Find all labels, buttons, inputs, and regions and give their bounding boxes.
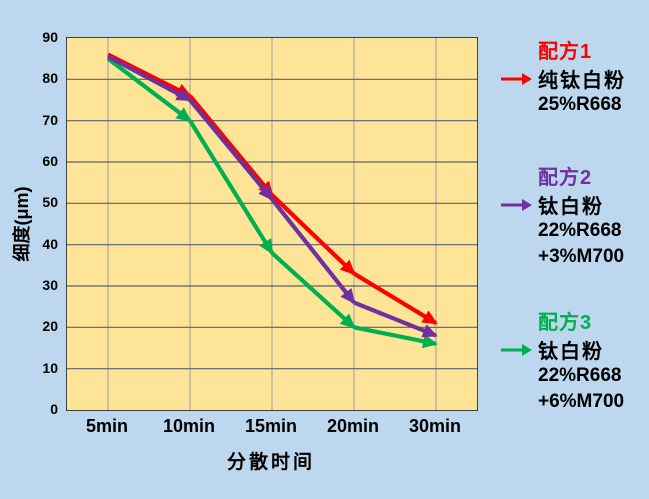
x-tick-label: 15min	[244, 416, 298, 436]
y-tick-label: 0	[50, 401, 58, 417]
y-tick-label: 20	[42, 318, 58, 335]
legend-entry-title: 配方1	[538, 41, 593, 63]
y-tick-label: 40	[42, 235, 58, 252]
legend-entry-配方3: 配方3 钛白粉 22%R668 +6%M700	[490, 311, 648, 415]
legend-entry-main-row: 钛白粉	[490, 336, 648, 363]
series-segment	[270, 193, 356, 276]
y-tick-label: 30	[42, 277, 58, 293]
series-segment	[188, 98, 274, 201]
series-segment	[353, 325, 438, 349]
legend-entry-main-row: 纯钛白粉	[490, 65, 648, 92]
legend-entry-line: 22%R668	[538, 220, 622, 241]
series-segment	[270, 197, 356, 305]
legend-entry-line: +3%M700	[538, 246, 625, 267]
y-tick-label: 70	[42, 111, 58, 128]
series-配方3	[106, 56, 438, 349]
legend-entry-配方1: 配方1 纯钛白粉 25%R668	[490, 40, 648, 118]
legend-entry-title: 配方2	[538, 167, 593, 189]
x-tick-label: 10min	[162, 416, 216, 436]
legend-entry-配方2: 配方2 钛白粉 22%R668 +3%M700	[490, 166, 648, 270]
legend-entry-line: 钛白粉	[538, 341, 604, 363]
legend-arrow-icon	[501, 343, 532, 356]
series-segment	[188, 94, 274, 197]
series-segment	[106, 56, 192, 123]
series-segment	[270, 251, 356, 329]
legend-arrow-icon	[501, 72, 532, 85]
legend-entry-title: 配方3	[538, 312, 593, 334]
legend-entry-line: 钛白粉	[538, 196, 604, 218]
legend-entry-line: 纯钛白粉	[538, 70, 626, 92]
legend-entry-main-row: 钛白粉	[490, 191, 648, 218]
plot-area	[66, 37, 478, 411]
line-chart	[67, 38, 477, 410]
x-tick-label: 5min	[85, 416, 128, 436]
y-tick-label: 90	[42, 29, 58, 45]
y-tick-label: 10	[42, 359, 58, 376]
legend-arrow-icon	[501, 198, 532, 211]
x-axis-title: 分散时间	[226, 452, 315, 473]
series-segment	[107, 54, 192, 102]
series-配方2	[107, 54, 438, 338]
series-segment	[353, 300, 438, 338]
x-tick-label: 30min	[408, 416, 462, 436]
legend-entry-line: 22%R668	[538, 365, 622, 386]
x-tick-label: 20min	[326, 416, 380, 436]
series-segment	[352, 271, 438, 325]
legend-entry-line: +6%M700	[538, 391, 625, 412]
y-tick-label: 60	[42, 153, 58, 169]
series-segment	[188, 119, 274, 255]
y-tick-label: 50	[42, 194, 58, 211]
y-tick-label: 80	[42, 70, 58, 87]
legend-entry-line: 25%R668	[538, 94, 622, 115]
